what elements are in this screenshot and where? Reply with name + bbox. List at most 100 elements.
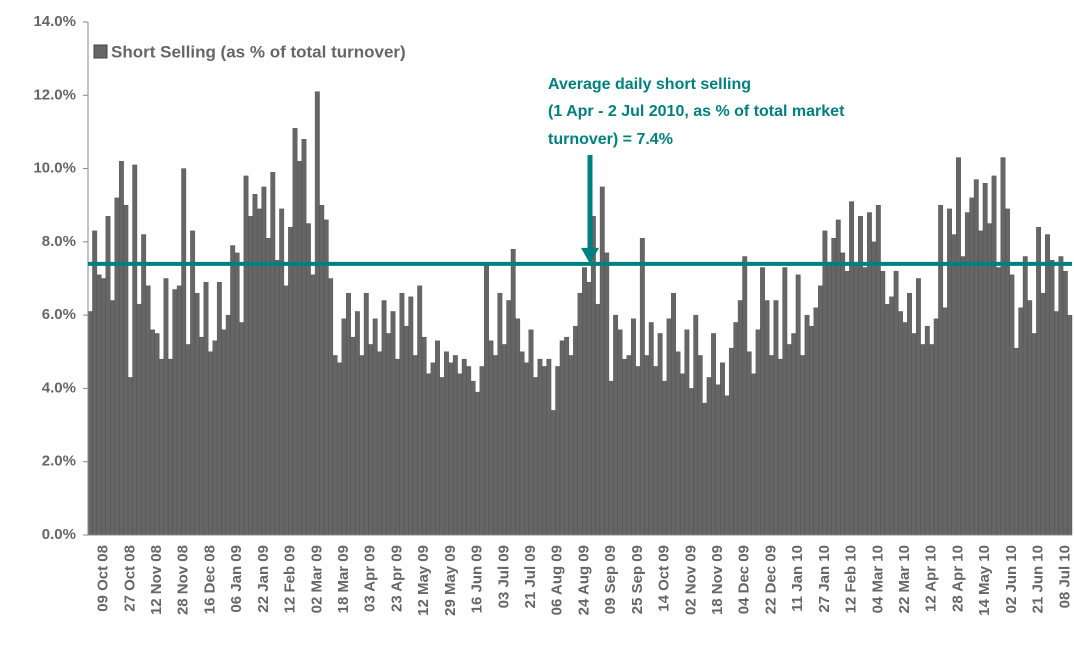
bar <box>114 197 120 536</box>
bar <box>595 303 601 536</box>
bar <box>310 274 316 536</box>
bar <box>924 325 930 536</box>
bar <box>292 128 298 536</box>
bar <box>426 373 432 536</box>
bar <box>506 300 512 536</box>
bar <box>809 325 814 536</box>
bar <box>550 410 556 536</box>
bar <box>341 318 347 536</box>
bar <box>875 205 881 536</box>
bar <box>261 186 267 536</box>
bar <box>301 139 307 536</box>
bar <box>208 351 213 536</box>
bar <box>252 194 258 536</box>
bar <box>711 333 717 536</box>
x-tick-label: 18 Nov 09 <box>709 545 726 615</box>
bar <box>1053 311 1059 536</box>
bar <box>354 311 360 536</box>
bar <box>395 358 400 536</box>
x-tick-label: 22 Jan 09 <box>255 545 272 613</box>
bar <box>524 362 529 536</box>
bar <box>679 373 685 536</box>
bar <box>773 300 779 536</box>
bar <box>902 322 908 536</box>
bar <box>951 234 957 536</box>
bar <box>568 355 574 536</box>
x-tick-label: 28 Nov 08 <box>175 545 192 615</box>
bar <box>831 237 837 536</box>
bar <box>755 329 761 536</box>
bar <box>1062 270 1068 536</box>
x-tick-label: 09 Sep 09 <box>602 545 619 614</box>
bar <box>1036 226 1042 536</box>
bar <box>533 377 538 536</box>
x-tick-label: 02 Jun 10 <box>1003 545 1020 613</box>
bar <box>386 333 391 536</box>
bar <box>764 300 770 536</box>
bar <box>982 183 988 536</box>
bar <box>826 263 832 536</box>
bar <box>546 358 552 536</box>
x-tick-label: 23 Apr 09 <box>388 545 405 612</box>
x-tick-label: 16 Dec 08 <box>201 545 218 614</box>
x-tick-label: 14 Oct 09 <box>656 545 673 612</box>
bar <box>457 373 463 536</box>
x-tick-label: 21 Jun 10 <box>1030 545 1047 613</box>
y-tick-label: 12.0% <box>33 86 76 103</box>
bar <box>555 366 561 536</box>
bar <box>368 344 374 536</box>
bar <box>359 355 365 536</box>
bar <box>907 292 912 536</box>
bar <box>221 329 227 536</box>
bar <box>613 314 619 536</box>
bar <box>1013 347 1019 536</box>
bar <box>372 318 378 536</box>
bar <box>390 311 396 536</box>
bar <box>662 380 668 536</box>
bar <box>470 380 476 536</box>
bar <box>497 292 503 536</box>
bar <box>657 333 663 536</box>
bar <box>760 267 765 536</box>
bar <box>835 219 841 536</box>
bar <box>715 384 721 536</box>
bar <box>346 292 351 536</box>
x-tick-label: 12 Feb 10 <box>843 545 860 613</box>
bar <box>190 230 196 536</box>
x-tick-label: 27 Oct 08 <box>121 545 138 612</box>
bar <box>724 395 730 536</box>
x-tick-label: 25 Sep 09 <box>629 545 646 614</box>
bar <box>746 351 752 536</box>
bar <box>559 340 565 536</box>
bar <box>582 267 587 536</box>
bar <box>608 380 614 536</box>
legend-label: Short Selling (as % of total turnover) <box>111 42 406 61</box>
bar <box>181 168 187 536</box>
x-tick-label: 14 May 10 <box>976 545 993 616</box>
bar <box>435 340 440 536</box>
bar <box>510 248 516 536</box>
bar <box>648 322 654 536</box>
x-tick-label: 03 Apr 09 <box>362 545 379 612</box>
bar <box>350 336 356 536</box>
bar <box>475 391 481 536</box>
x-tick-label: 18 Mar 09 <box>335 545 352 613</box>
bar <box>537 358 543 536</box>
bar <box>199 336 204 536</box>
bar <box>118 161 124 536</box>
bar <box>230 245 236 536</box>
bar <box>706 377 712 536</box>
bar <box>381 300 387 536</box>
bar <box>938 205 944 536</box>
bar <box>421 336 427 536</box>
x-tick-label: 02 Nov 09 <box>682 545 699 615</box>
bar <box>305 223 311 536</box>
bar <box>417 285 423 536</box>
bar <box>541 366 547 536</box>
bar <box>871 241 877 536</box>
bar <box>800 355 806 536</box>
bar <box>323 219 329 536</box>
x-tick-label: 16 Jun 09 <box>469 545 486 613</box>
y-tick-label: 4.0% <box>42 379 76 396</box>
x-tick-label: 04 Dec 09 <box>736 545 753 614</box>
